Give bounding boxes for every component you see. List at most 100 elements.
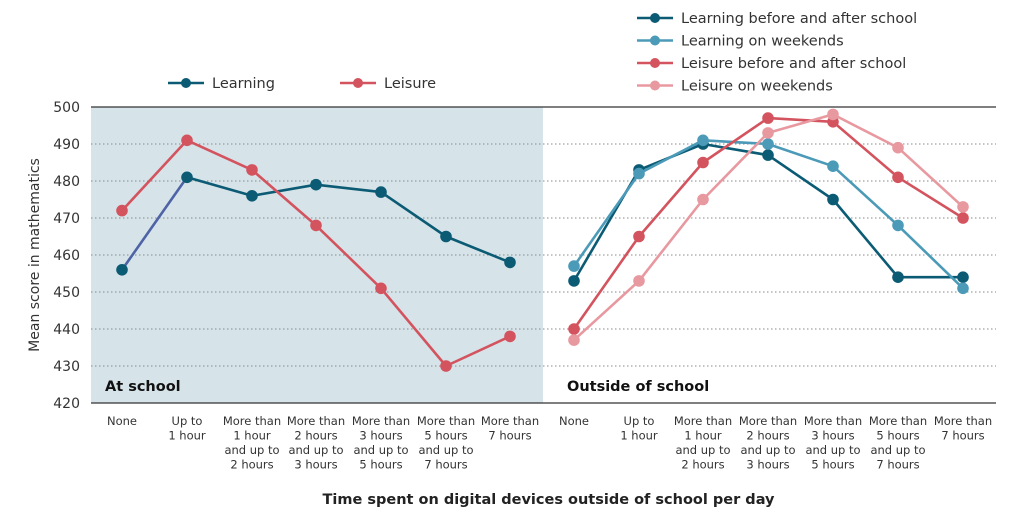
x-tick-label: More than 1 hour and up to 2 hours [223,414,281,472]
legend-label: Learning before and after school [681,11,917,27]
series-line-segment [120,176,189,272]
data-point [827,108,839,121]
data-point [440,230,452,243]
legend-marker [650,35,660,46]
y-axis-title: Mean score in mathematics [27,158,43,352]
panel-title-outside-school: Outside of school [567,379,709,395]
x-tick-label: More than 1 hour and up to 2 hours [674,414,732,472]
series-line-segment [572,279,641,342]
data-point [892,141,904,154]
series-line-segment [637,139,705,175]
legend-marker [650,58,660,68]
y-tick-label: 430 [53,359,80,375]
data-point [762,149,774,161]
data-point [762,112,774,124]
data-point [957,271,969,284]
data-point [181,171,193,184]
x-tick-label: None [107,414,137,428]
data-point [827,160,839,172]
y-tick-label: 450 [53,285,80,301]
x-tick-label: More than 5 hours and up to 7 hours [869,414,927,472]
x-axis-title: Time spent on digital devices outside of… [323,492,776,508]
data-point [957,201,969,213]
series-leisure-before-and-after-school [568,112,969,335]
series-line-segment [120,139,189,212]
data-point [504,256,516,269]
series-line-segment [766,142,835,168]
series-leisure [116,134,516,372]
x-tick-label: More than 3 hours and up to 5 hours [804,414,862,472]
data-point [697,156,709,169]
data-point [633,167,645,180]
data-point [892,171,904,184]
data-point [504,330,516,343]
series-line-segment [250,168,318,227]
series-line-segment [701,131,770,201]
data-point [892,219,904,232]
data-point [633,230,645,243]
legend-label: Leisure on weekends [681,79,833,95]
data-point [116,264,128,276]
series-learning-on-weekends [568,134,969,295]
data-point [892,271,904,284]
x-tick-label: More than 7 hours [934,414,992,443]
legend-marker [650,13,660,23]
y-tick-label: 440 [53,322,80,338]
data-point [762,127,774,139]
series-line-segment [185,176,254,198]
y-tick-label: 420 [53,396,80,412]
series-line-segment [314,183,383,194]
data-point [246,190,258,202]
series-line-segment [572,172,641,268]
legend-label: Learning on weekends [681,34,844,50]
data-point [568,260,580,272]
data-point [762,138,774,150]
y-tick-label: 500 [53,100,80,116]
series-leisure-on-weekends [568,108,969,346]
data-point [116,204,128,217]
x-tick-label: Up to 1 hour [168,414,206,443]
data-point [440,360,452,372]
x-tick-label: More than 2 hours and up to 3 hours [739,414,797,472]
series-line-segment [444,235,512,264]
x-tick-label: More than 2 hours and up to 3 hours [287,414,345,472]
series-line-segment [766,113,835,135]
legend-marker [650,80,660,91]
series-line-segment [701,142,770,157]
series-line-segment [637,161,705,238]
series-line-segment [572,235,641,331]
series-learning [116,171,516,276]
data-point [568,275,580,287]
y-tick-label: 490 [53,137,80,153]
legend-label: Leisure before and after school [681,56,906,72]
x-tick-label: More than 5 hours and up to 7 hours [417,414,475,472]
data-point [310,219,322,232]
series-line-segment [896,146,965,209]
x-tick-label: More than 3 hours and up to 5 hours [352,414,410,472]
series-line-segment [896,176,965,220]
series-line-segment [896,224,965,290]
series-line-segment [831,113,900,149]
panel-title-at-school: At school [105,379,181,395]
data-point [375,282,387,295]
data-point [957,212,969,224]
series-line-segment [185,139,254,172]
data-point [827,193,839,206]
series-line-segment [766,116,835,124]
data-point [568,334,580,346]
data-point [310,178,322,191]
series-line-segment [831,198,900,279]
legend-label: Leisure [384,76,436,92]
data-point [181,134,193,147]
legend-marker [353,78,363,88]
data-point [633,275,645,287]
data-point [697,193,709,206]
legend-label: Learning [212,76,275,92]
x-tick-label: Up to 1 hour [620,414,658,443]
data-point [697,134,709,147]
series-line-segment [701,116,770,164]
data-point [375,186,387,198]
y-tick-label: 470 [53,211,80,227]
series-line-segment [379,190,448,238]
